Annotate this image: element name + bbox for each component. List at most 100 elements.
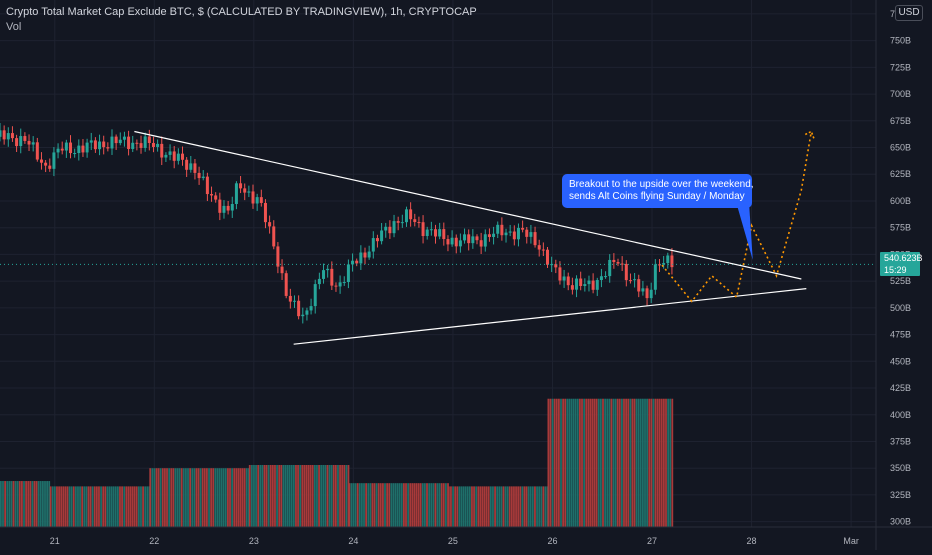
volume-bar — [155, 468, 158, 527]
candle-body — [380, 230, 384, 242]
volume-bar — [220, 468, 223, 527]
x-tick-label: 28 — [747, 536, 757, 546]
y-tick-label: 425B — [890, 383, 911, 393]
candle-body — [193, 163, 197, 173]
candle-body — [384, 226, 388, 231]
candle-body — [172, 151, 176, 161]
candle-body — [608, 259, 612, 277]
volume-bar — [519, 486, 522, 527]
volume-bar — [227, 468, 229, 527]
volume-bar — [477, 486, 480, 527]
volume-bar — [436, 483, 439, 527]
candle-body — [164, 154, 168, 158]
y-tick-label: 325B — [890, 490, 911, 500]
volume-bar — [199, 468, 202, 527]
volume-bar — [671, 398, 674, 527]
candle-body — [496, 224, 500, 234]
candle-body — [346, 264, 350, 283]
volume-bar — [267, 465, 270, 527]
x-tick-label: 24 — [348, 536, 358, 546]
volume-bar — [547, 398, 550, 527]
volume-bar — [521, 486, 524, 527]
volume-bar — [0, 481, 2, 527]
y-tick-label: 400B — [890, 410, 911, 420]
volume-bar — [409, 483, 412, 527]
candle-body — [218, 199, 222, 213]
candle-body — [292, 300, 296, 302]
volume-bar — [540, 486, 543, 527]
volume-bar — [14, 481, 17, 527]
candle-body — [322, 270, 326, 279]
volume-bar — [72, 486, 75, 527]
volume-bar — [639, 398, 642, 527]
candle-body — [31, 142, 35, 145]
volume-bar — [44, 481, 46, 527]
candle-body — [122, 136, 126, 140]
volume-bar — [326, 465, 329, 527]
volume-bar — [239, 468, 242, 527]
volume-bar — [58, 486, 60, 527]
volume-bar — [261, 465, 264, 527]
volume-bar — [334, 465, 337, 527]
volume-bar — [328, 465, 331, 527]
candle-body — [529, 232, 533, 237]
candle-body — [201, 176, 205, 179]
x-axis[interactable]: 21 22 23 24 25 26 27 28 Mar — [0, 526, 932, 546]
candle-body — [628, 280, 632, 282]
volume-bar — [110, 486, 113, 527]
volume-bar — [332, 465, 335, 527]
y-axis[interactable]: 300B 325B 350B 375B 400B 425B 450B 475B 500B 525B… — [875, 0, 911, 550]
candle-body — [106, 147, 110, 149]
candle-body — [0, 130, 2, 137]
volume-bar — [438, 483, 441, 527]
volume-bar — [428, 483, 431, 527]
candle-body — [413, 219, 417, 223]
volume-bar — [123, 486, 126, 527]
volume-bar — [487, 486, 490, 527]
candle-body — [367, 251, 371, 258]
annotation-callout[interactable]: Breakout to the upside over the weekend,… — [562, 174, 754, 208]
volume-bar — [172, 468, 175, 527]
candle-body — [392, 221, 396, 234]
currency-button[interactable]: USD — [895, 5, 923, 21]
volume-bar — [574, 398, 577, 527]
volume-bar — [358, 483, 361, 527]
candle-body — [89, 140, 93, 143]
x-tick-label: 26 — [547, 536, 557, 546]
volume-bar — [623, 398, 625, 527]
volume-bar — [297, 465, 299, 527]
volume-bar — [259, 465, 262, 527]
candle-body — [259, 197, 263, 203]
candle-body — [492, 233, 496, 237]
candle-body — [550, 264, 554, 266]
candle-body — [479, 240, 483, 247]
candle-body — [363, 252, 367, 258]
volume-bar — [663, 398, 665, 527]
volume-bar — [137, 486, 140, 527]
candle-body — [604, 276, 608, 278]
volume-bar — [35, 481, 38, 527]
candle-body — [44, 162, 48, 166]
y-tick-label: 725B — [890, 62, 911, 72]
volume-bar — [576, 398, 579, 527]
volume-bar — [555, 398, 558, 527]
volume-bar — [339, 465, 341, 527]
candle-body — [508, 231, 512, 233]
candle-body — [326, 268, 330, 271]
candle-body — [77, 145, 81, 154]
volume-bar — [37, 481, 40, 527]
candle-body — [450, 237, 454, 245]
candle-body — [454, 237, 458, 247]
volume-bar — [79, 486, 81, 527]
volume-bar — [373, 483, 376, 527]
trendline-upper — [134, 130, 802, 280]
candle-body — [330, 268, 334, 286]
volume-bar — [440, 483, 443, 527]
volume-bar — [600, 398, 602, 527]
volume-bar — [629, 398, 632, 527]
x-tick-label: 22 — [149, 536, 159, 546]
volume-bar — [498, 486, 501, 527]
candle-body — [276, 246, 280, 267]
